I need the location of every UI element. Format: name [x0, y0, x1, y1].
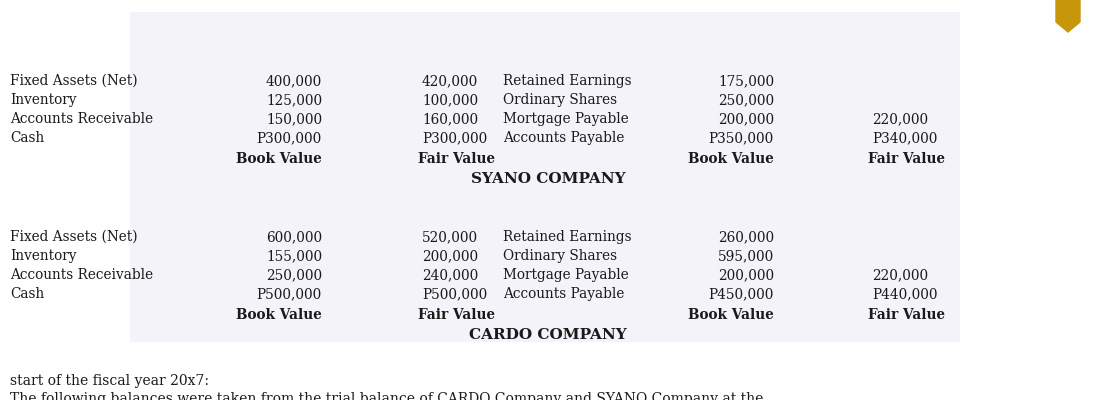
Text: Fixed Assets (Net): Fixed Assets (Net)	[10, 230, 138, 244]
Text: Cash: Cash	[10, 287, 44, 301]
Text: 200,000: 200,000	[718, 112, 774, 126]
Text: Mortgage Payable: Mortgage Payable	[503, 112, 629, 126]
Text: Book Value: Book Value	[237, 152, 322, 166]
Text: Accounts Receivable: Accounts Receivable	[10, 268, 153, 282]
FancyBboxPatch shape	[130, 12, 960, 342]
Text: 220,000: 220,000	[872, 112, 928, 126]
Text: Retained Earnings: Retained Earnings	[503, 230, 631, 244]
Text: Book Value: Book Value	[237, 308, 322, 322]
Text: 155,000: 155,000	[266, 249, 322, 263]
Text: P500,000: P500,000	[256, 287, 322, 301]
Text: Mortgage Payable: Mortgage Payable	[503, 268, 629, 282]
Text: P300,000: P300,000	[256, 131, 322, 145]
Text: Fixed Assets (Net): Fixed Assets (Net)	[10, 74, 138, 88]
Text: 200,000: 200,000	[718, 268, 774, 282]
Text: CARDO COMPANY: CARDO COMPANY	[469, 328, 627, 342]
Text: Inventory: Inventory	[10, 249, 77, 263]
Text: 420,000: 420,000	[422, 74, 478, 88]
Text: 125,000: 125,000	[266, 93, 322, 107]
Text: Ordinary Shares: Ordinary Shares	[503, 249, 617, 263]
Text: 600,000: 600,000	[266, 230, 322, 244]
Text: 250,000: 250,000	[718, 93, 774, 107]
Text: 100,000: 100,000	[422, 93, 478, 107]
Text: Fair Value: Fair Value	[868, 308, 945, 322]
Polygon shape	[1057, 0, 1080, 32]
Text: 595,000: 595,000	[718, 249, 774, 263]
Text: Book Value: Book Value	[688, 152, 774, 166]
Text: Accounts Receivable: Accounts Receivable	[10, 112, 153, 126]
Text: 520,000: 520,000	[422, 230, 478, 244]
Text: Fair Value: Fair Value	[418, 308, 495, 322]
Text: 260,000: 260,000	[718, 230, 774, 244]
Text: start of the fiscal year 20x7:: start of the fiscal year 20x7:	[10, 374, 209, 388]
Text: 175,000: 175,000	[718, 74, 774, 88]
Text: Inventory: Inventory	[10, 93, 77, 107]
Text: 160,000: 160,000	[422, 112, 478, 126]
Text: P340,000: P340,000	[872, 131, 937, 145]
Text: P350,000: P350,000	[709, 131, 774, 145]
Text: Accounts Payable: Accounts Payable	[503, 287, 625, 301]
Text: P500,000: P500,000	[422, 287, 488, 301]
Text: Book Value: Book Value	[688, 308, 774, 322]
Text: Fair Value: Fair Value	[418, 152, 495, 166]
Text: Cash: Cash	[10, 131, 44, 145]
Text: Ordinary Shares: Ordinary Shares	[503, 93, 617, 107]
Text: P300,000: P300,000	[422, 131, 488, 145]
Text: 220,000: 220,000	[872, 268, 928, 282]
Text: P450,000: P450,000	[709, 287, 774, 301]
Text: Accounts Payable: Accounts Payable	[503, 131, 625, 145]
Text: The following balances were taken from the trial balance of CARDO Company and SY: The following balances were taken from t…	[10, 392, 764, 400]
Text: 200,000: 200,000	[422, 249, 478, 263]
Text: 240,000: 240,000	[422, 268, 478, 282]
Text: Retained Earnings: Retained Earnings	[503, 74, 631, 88]
Text: Fair Value: Fair Value	[868, 152, 945, 166]
Text: 400,000: 400,000	[265, 74, 322, 88]
Text: SYANO COMPANY: SYANO COMPANY	[470, 172, 626, 186]
Text: P440,000: P440,000	[872, 287, 937, 301]
Text: 250,000: 250,000	[266, 268, 322, 282]
Text: 150,000: 150,000	[266, 112, 322, 126]
